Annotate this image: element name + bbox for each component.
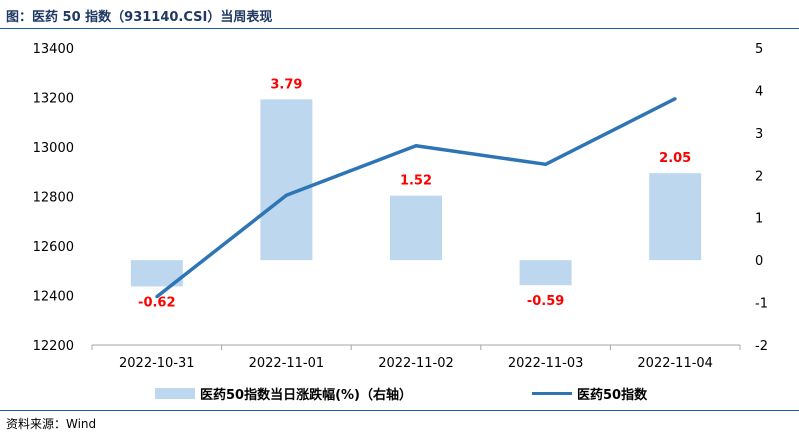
y-left-tick-label: 13400: [33, 42, 74, 57]
y-right-tick-label: 3: [755, 127, 763, 142]
line-point: [284, 193, 288, 197]
bar-data-label: -0.62: [138, 295, 175, 310]
y-right-tick-label: 5: [755, 42, 763, 57]
y-right-tick-label: -1: [755, 297, 768, 312]
bar-data-label: 3.79: [270, 77, 302, 92]
line-point: [414, 144, 418, 148]
source-note: 资料来源：Wind: [6, 417, 97, 431]
y-left-tick-label: 13000: [33, 141, 74, 156]
x-tick-label: 2022-11-03: [508, 356, 584, 371]
chart-title: 图：医药 50 指数（931140.CSI）当周表现: [6, 10, 273, 25]
y-left-tick-label: 12600: [33, 240, 74, 255]
legend-bar-label: 医药50指数当日涨跌幅(%)（右轴）: [200, 388, 412, 403]
bar: [649, 173, 702, 261]
y-right-tick-label: 2: [755, 169, 763, 184]
y-right-tick-label: 1: [755, 212, 763, 227]
y-right-tick-label: 0: [755, 254, 763, 269]
y-right-tick-label: 4: [755, 84, 763, 99]
line-point: [673, 97, 677, 101]
bar: [519, 260, 572, 286]
chart-canvas: 12200 12400 12600 12800 13000 13200 13400 -2 -1 0…: [33, 42, 768, 371]
x-tick-label: 2022-10-31: [119, 356, 195, 371]
y-left-tick-label: 12800: [33, 191, 74, 206]
y-left-tick-label: 12400: [33, 290, 74, 305]
y-right-tick-label: -2: [755, 339, 768, 354]
footer-divider: [0, 410, 799, 411]
legend-bar-swatch: [155, 388, 195, 399]
legend-line-swatch: [532, 392, 572, 395]
x-tick-label: 2022-11-02: [378, 356, 454, 371]
y-left-tick-label: 12200: [33, 339, 74, 354]
x-tick-label: 2022-11-01: [249, 356, 325, 371]
y-left-tick-label: 13200: [33, 92, 74, 107]
legend-line-label: 医药50指数: [577, 388, 648, 403]
line-point: [544, 162, 548, 166]
line-point: [155, 295, 159, 299]
legend-line-entry: 医药50指数: [532, 384, 647, 403]
x-tick-label: 2022-11-04: [637, 356, 713, 371]
legend-bar-entry: 医药50指数当日涨跌幅(%)（右轴）: [155, 384, 412, 403]
bar-data-label: 1.52: [400, 174, 432, 189]
title-divider: [0, 28, 799, 29]
bar: [390, 195, 442, 261]
bar-data-label: 2.05: [659, 151, 691, 166]
bar: [260, 99, 313, 261]
bar-data-label: -0.59: [527, 294, 564, 309]
